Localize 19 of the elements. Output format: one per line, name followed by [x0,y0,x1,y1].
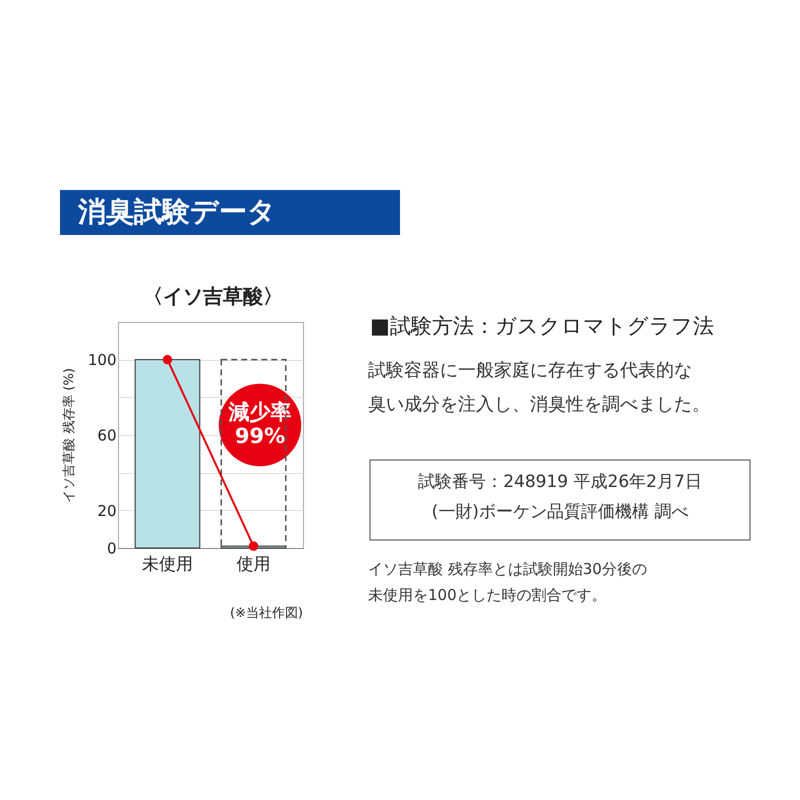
y-tick-label: 100 [88,351,116,370]
chart-title: 消臭試験データ [77,195,276,228]
x-tick-label: 未使用 [142,554,193,574]
chart-subtitle: 〈イソ吉草酸〉 [143,284,283,308]
text: 臭い成分を注入し、消臭性を調べました。 [368,394,710,415]
text: ■試験方法：ガスクロマトグラフ法 [370,314,714,338]
text: 試験容器に一般家庭に存在する代表的な [368,360,692,381]
y-tick-label: 20 [97,502,116,520]
text: (一財)ボーケン品質評価機構 調べ [432,502,688,522]
annotation: 99% [234,424,286,448]
text: (※当社作図) [230,606,303,621]
text: 試験番号：248919 平成26年2月7日 [418,472,702,492]
y-axis-title: イソ吉草酸 残存率 (%) [60,368,77,503]
y-tick-label: 0 [106,540,116,558]
text: イソ吉草酸 残存率とは試験開始30分後の [368,560,647,578]
x-tick-label: 使用 [236,554,271,574]
annotation: 減少率 [228,400,292,424]
text: 未使用を100とした時の割合です。 [368,586,607,604]
y-tick-label: 60 [97,426,116,444]
